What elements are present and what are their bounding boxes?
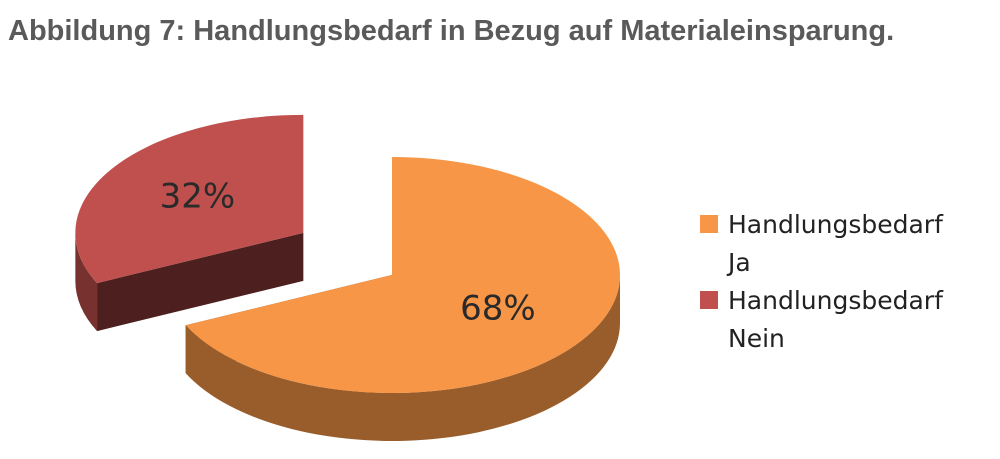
pie-slice-top	[185, 157, 620, 393]
slice-outer-wall	[75, 232, 98, 332]
slice-outer-wall	[185, 275, 620, 441]
legend-item: Handlungsbedarf Ja	[700, 206, 970, 282]
value-label: 32%	[160, 177, 236, 217]
legend-label: Handlungsbedarf Nein	[728, 286, 943, 353]
value-label: 68%	[460, 288, 536, 328]
legend-swatch	[700, 291, 718, 309]
chart-title: Abbildung 7: Handlungsbedarf in Bezug au…	[8, 15, 894, 47]
legend-swatch	[700, 215, 718, 233]
pie-slice: 32%	[75, 114, 304, 332]
pie-slice: 68%	[185, 157, 620, 441]
legend-label: Handlungsbedarf Ja	[728, 210, 943, 277]
pie-slice-top	[75, 114, 304, 284]
legend-item: Handlungsbedarf Nein	[700, 282, 970, 358]
slice-side-face	[97, 232, 304, 332]
